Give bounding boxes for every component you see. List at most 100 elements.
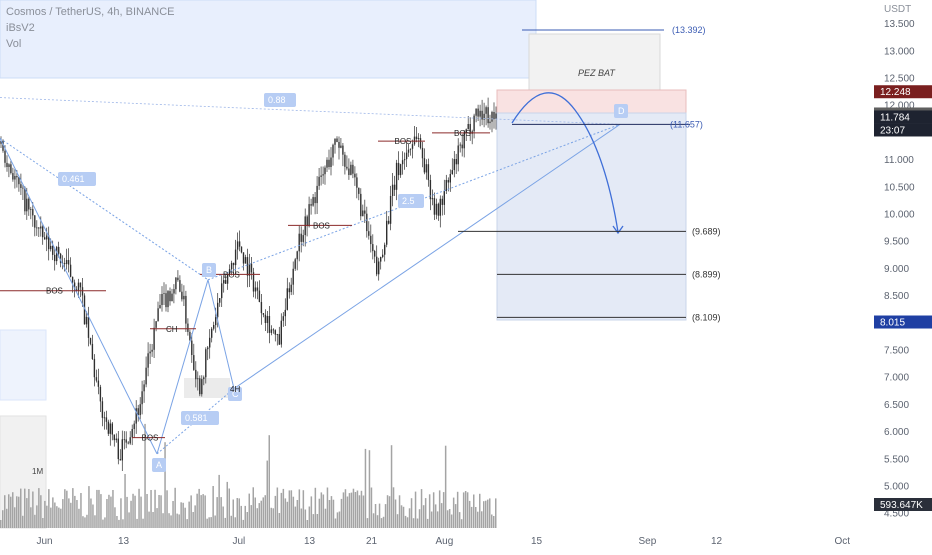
volume-bar [234,517,236,528]
badge-countdown-bg [874,123,932,137]
volume-bar [114,507,116,528]
volume-bar [192,512,194,528]
volume-bar [82,516,84,528]
candle-body [101,401,104,418]
candle-body [312,197,314,206]
pattern-ratio-xb [0,137,209,281]
candle-body [44,237,46,240]
volume-bar [322,494,325,528]
candle-body [75,289,78,291]
volume-bar [400,505,403,528]
candle-body [105,417,108,422]
price-tick: 5.500 [884,454,909,465]
candle-body [97,380,100,387]
price-tick: 10.500 [884,182,915,193]
candle-body [449,174,451,183]
candle-body [427,164,430,181]
volume-bar [58,507,60,528]
candle-body [465,129,467,133]
candle-body [473,115,475,132]
candle-body [300,233,302,242]
candle-body [32,209,34,216]
candle-body [479,110,481,117]
candle-body [125,439,127,443]
volume-bar [274,495,277,528]
candle-body [336,138,338,142]
candle-body [4,150,6,163]
candle-body [393,184,396,190]
volume-bar [380,518,383,528]
candle-body [419,138,422,148]
volume-bar [302,490,305,528]
volume-bar [344,489,347,528]
volume-bar [26,498,28,528]
volume-bar [328,500,331,528]
candle-body [405,152,408,160]
volume-bar [404,515,407,528]
point-c-label-bg [228,387,242,401]
candle-body [316,185,318,204]
candle-body [52,245,54,255]
volume-bar [396,514,399,528]
volume-bar [402,506,405,528]
volume-bar [10,496,12,528]
price-tick: 10.000 [884,210,915,221]
volume-bar [452,497,455,528]
volume-scale-label: 1M [32,467,43,476]
price-tick: 9.500 [884,237,909,248]
volume-bar [270,507,272,528]
candle-body [370,235,372,245]
volume-bar [18,496,20,528]
volume-bar [230,515,232,528]
candle-body [284,309,286,317]
volume-bar [336,512,339,528]
price-axis-currency: USDT [884,4,912,15]
volume-bar [276,487,279,528]
volume-bar [134,495,136,528]
candle-body [477,108,479,117]
volume-bar [34,514,36,528]
pattern-ratio-xd [0,97,621,125]
volume-bar [54,502,56,528]
volume-bar [440,503,443,528]
volume-bar [460,519,463,528]
candle-body [89,337,92,344]
volume-bar [40,495,42,528]
volume-bar [298,489,301,528]
candle-body [59,253,62,263]
volume-bar [485,500,487,528]
volume-bar [332,499,335,528]
volume-bar [78,508,80,528]
candle-body [417,138,420,139]
volume-bar [248,493,250,528]
candle-body [213,325,215,329]
volume-bar [458,512,461,528]
candle-body [298,233,300,252]
volume-bar [479,493,481,528]
volume-bar [316,514,319,528]
volume-bar [180,502,182,528]
volume-bar [72,488,74,528]
pattern-leg-cd [233,123,621,390]
candle-body [493,112,495,120]
time-tick: 13 [304,536,316,547]
volume-bar [346,496,349,528]
volume-bar [296,500,299,528]
volume-bar [487,499,489,528]
volume-bar [294,506,297,528]
candle-body [87,316,90,338]
price-tick: 12.000 [884,101,915,112]
volume-bar [378,503,381,528]
volume-bar [324,508,327,528]
candle-body [463,132,465,149]
volume-bar [106,499,108,528]
candle-body [447,180,449,183]
candle-body [26,198,28,212]
volume-bar [86,514,88,528]
volume-bar [20,488,22,528]
point-b-label: B [206,265,212,275]
volume-bar [2,510,4,528]
volume-bar [364,448,367,528]
